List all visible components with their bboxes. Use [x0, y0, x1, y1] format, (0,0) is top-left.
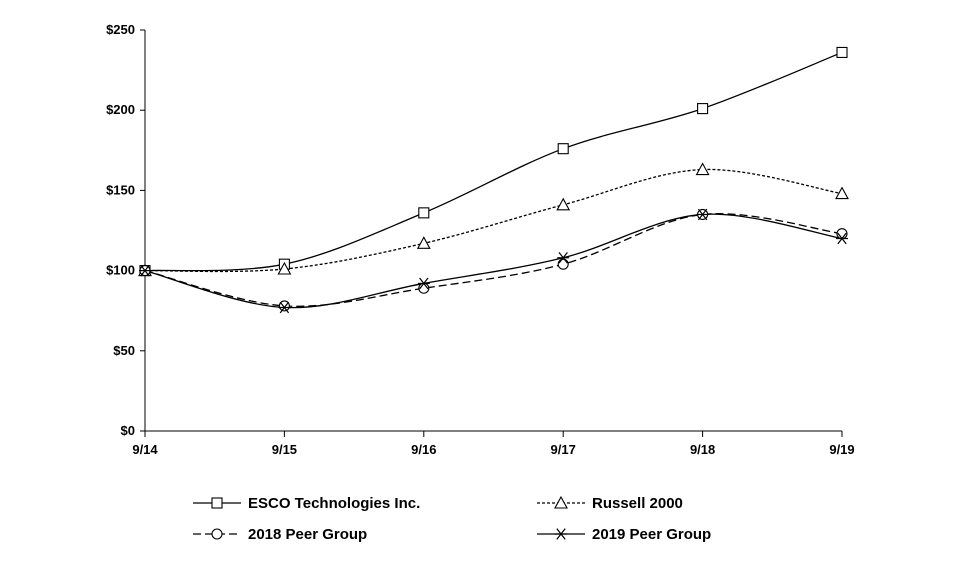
series-1-point-1: [277, 261, 292, 275]
asterisk-stroke: [556, 528, 566, 540]
series-0-point-2: [418, 207, 430, 219]
x-tick-label: 9/19: [829, 442, 854, 457]
y-tick-label: $0: [121, 423, 135, 438]
axes: [140, 29, 843, 437]
series-1-point-3: [556, 197, 571, 211]
legend-item-1: Russell 2000: [537, 495, 683, 512]
legend-marker: [554, 495, 568, 509]
asterisk-stroke: [558, 251, 568, 264]
legend-item-2: 2018 Peer Group: [193, 526, 367, 543]
legend-marker: [555, 528, 567, 540]
asterisk-stroke: [140, 264, 150, 277]
series-1-point-5: [835, 186, 849, 200]
x-tick-labels: 9/14 9/15 9/16 9/17 9/18 9/19: [132, 442, 854, 457]
series-markers: [138, 46, 849, 314]
legend-item-3: 2019 Peer Group: [537, 526, 711, 543]
legend-label: Russell 2000: [592, 495, 683, 512]
asterisk-stroke: [419, 277, 429, 290]
series-1-point-2: [416, 236, 431, 249]
series-3-point-3: [557, 251, 570, 264]
series-line-0: [144, 51, 843, 272]
y-tick-label: $100: [106, 263, 135, 278]
y-tick-label: $150: [106, 182, 135, 197]
legend-label: ESCO Technologies Inc.: [248, 495, 420, 512]
asterisk-stroke: [697, 208, 708, 221]
asterisk-stroke: [279, 301, 290, 314]
x-tick-label: 9/14: [132, 442, 158, 457]
series-3-point-4: [696, 208, 709, 221]
series-1-point-4: [695, 162, 710, 176]
legend-label: 2019 Peer Group: [592, 526, 711, 543]
legend-marker: [211, 528, 223, 540]
series-3-point-2: [417, 277, 430, 290]
y-tick-label: $200: [106, 102, 135, 117]
y-tick-labels: $0 $50 $100 $150 $200 $250: [106, 22, 135, 438]
x-tick-label: 9/15: [272, 442, 297, 457]
series-3-point-0: [139, 264, 151, 277]
series-0-point-5: [836, 46, 848, 59]
x-tick-label: 9/16: [411, 442, 436, 457]
series-2-point-3: [557, 258, 569, 270]
legend-marker: [211, 497, 223, 509]
series-0-point-4: [697, 103, 709, 115]
y-tick-label: $50: [113, 343, 135, 358]
legend-label: 2018 Peer Group: [248, 526, 367, 543]
legend: ESCO Technologies Inc. Russell 2000 2018 P…: [193, 495, 711, 543]
x-tick-label: 9/18: [690, 442, 715, 457]
series-line-1: [144, 168, 843, 273]
x-tick-label: 9/17: [551, 442, 576, 457]
legend-item-0: ESCO Technologies Inc.: [193, 495, 420, 512]
series-0-point-3: [557, 143, 569, 155]
series-3-point-1: [278, 301, 291, 314]
asterisk-stroke: [837, 232, 847, 245]
y-tick-label: $250: [106, 22, 135, 37]
series-line-3: [144, 213, 843, 309]
series-lines: [144, 51, 843, 309]
series-line-2: [144, 213, 843, 307]
series-3-point-5: [836, 232, 848, 245]
